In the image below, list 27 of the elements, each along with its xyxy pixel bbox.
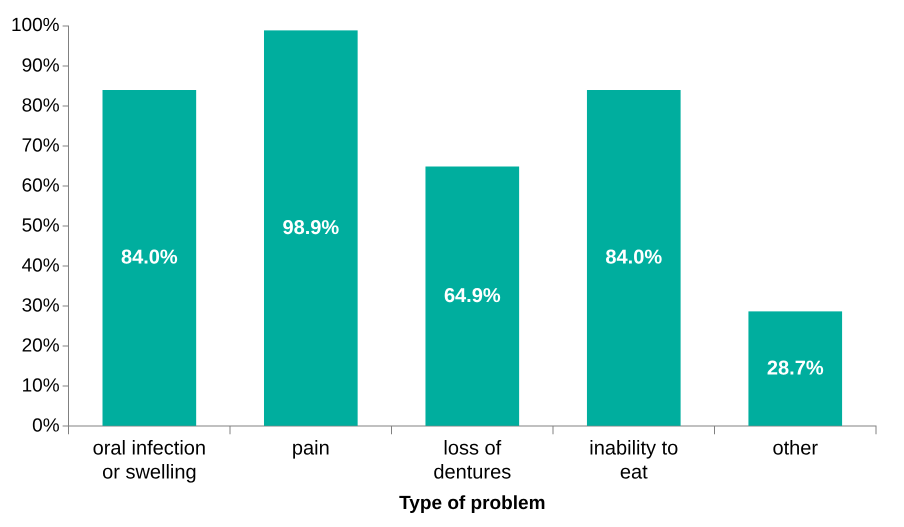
y-tick-label: 80%	[22, 95, 60, 116]
x-tick-label: inability to eat	[589, 438, 678, 484]
bar	[748, 311, 842, 426]
data-label: 98.9%	[282, 216, 340, 239]
data-label: 28.7%	[766, 357, 824, 380]
x-axis-title: Type of problem	[399, 492, 546, 514]
y-tick-label: 50%	[22, 215, 60, 236]
x-tick-label: other	[772, 438, 818, 460]
y-tick-label: 30%	[22, 295, 60, 316]
y-tick-label: 70%	[22, 135, 60, 156]
bar	[586, 90, 681, 426]
y-tick-label: 40%	[22, 255, 60, 276]
y-tick-label: 100%	[10, 15, 60, 36]
bar	[102, 90, 196, 426]
y-tick-label: 0%	[32, 415, 60, 436]
y-tick-label: 20%	[22, 335, 60, 356]
data-label: 84.0%	[120, 246, 178, 269]
x-tick-label: loss of dentures	[433, 438, 512, 484]
x-tick-label: pain	[292, 438, 330, 460]
data-label: 84.0%	[605, 246, 662, 269]
bar	[264, 30, 358, 426]
y-tick-label: 10%	[22, 375, 60, 396]
y-tick-label: 90%	[22, 55, 60, 76]
data-label: 64.9%	[444, 284, 501, 307]
x-tick-label: oral infection or swelling	[92, 438, 206, 484]
bar	[425, 166, 520, 426]
y-tick-label: 60%	[22, 175, 60, 196]
